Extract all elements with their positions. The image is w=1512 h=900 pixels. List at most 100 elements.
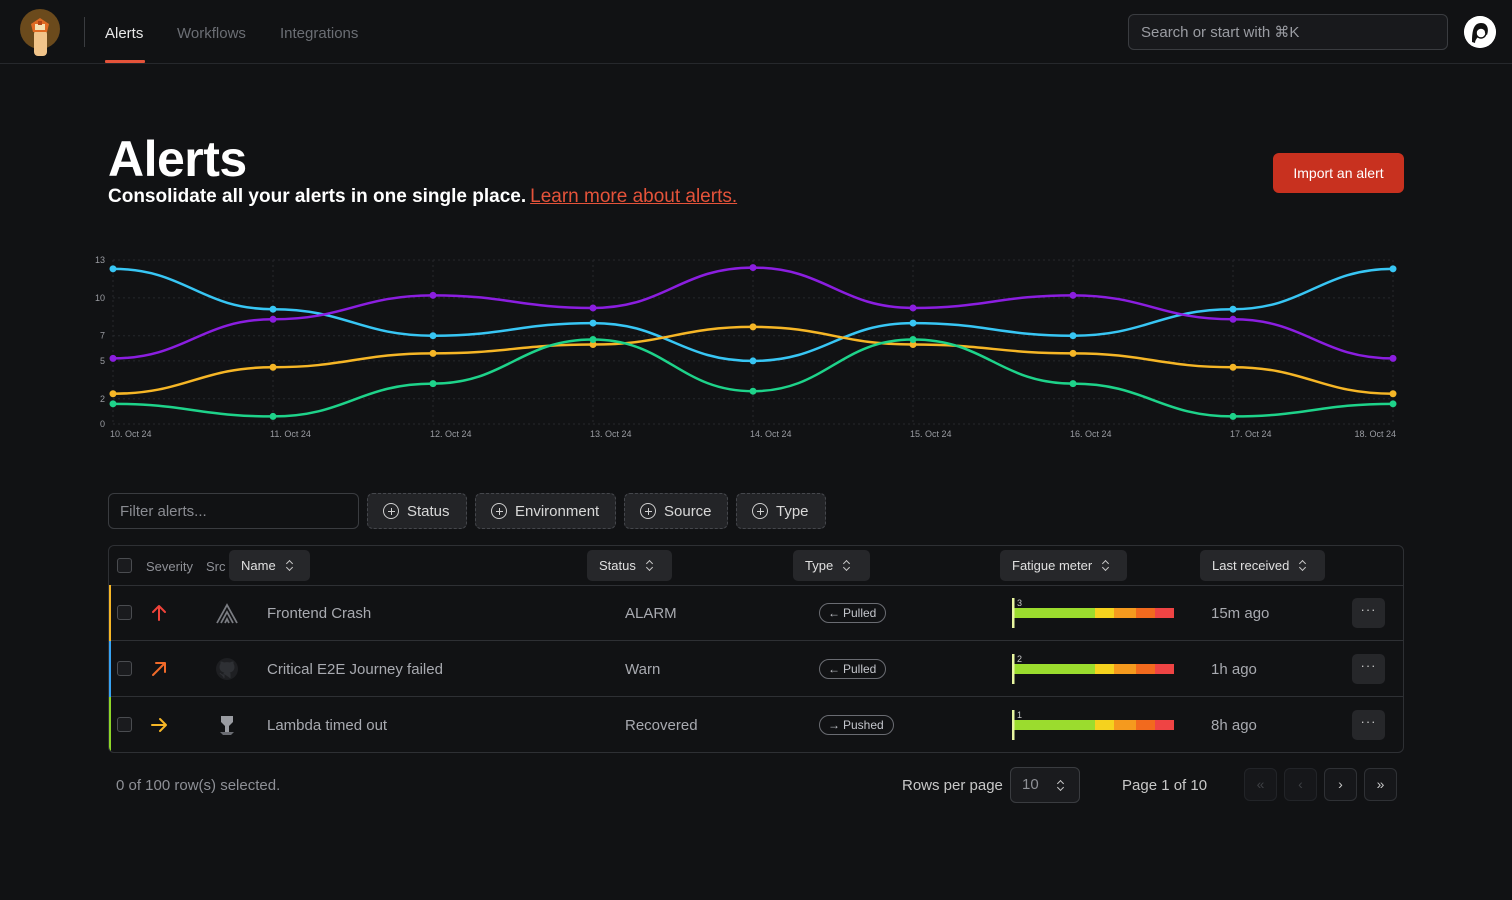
- data-point: [269, 363, 277, 371]
- row-checkbox[interactable]: [117, 717, 132, 732]
- data-point: [429, 332, 437, 340]
- y-tick-label: 2: [100, 394, 105, 404]
- alert-name[interactable]: Frontend Crash: [267, 605, 372, 622]
- sentry-icon: [216, 603, 238, 624]
- severity-indicator: [109, 697, 111, 752]
- rows-per-page-value: 10: [1022, 776, 1039, 793]
- name-sort-button[interactable]: Name: [229, 550, 310, 581]
- fatigue-segment: [1014, 664, 1095, 674]
- fatigue-segment: [1114, 720, 1136, 730]
- page-title: Alerts: [108, 131, 247, 187]
- filter-alerts-input[interactable]: [108, 493, 359, 529]
- data-point: [749, 264, 757, 272]
- data-point: [269, 412, 277, 420]
- arrow-up-icon: [152, 605, 166, 621]
- x-tick-label: 13. Oct 24: [590, 429, 632, 439]
- arrow-left-icon: ←: [828, 662, 840, 676]
- fatigue-segment: [1095, 608, 1114, 618]
- row-actions-button[interactable]: ···: [1352, 654, 1385, 684]
- select-all-checkbox[interactable]: [117, 558, 132, 573]
- status-header-label: Status: [599, 558, 636, 573]
- fatigue-segment: [1136, 664, 1155, 674]
- learn-more-link[interactable]: Learn more about alerts.: [530, 186, 738, 207]
- alert-status: Warn: [625, 661, 661, 678]
- nav-divider: [84, 17, 85, 47]
- alert-name[interactable]: Critical E2E Journey failed: [267, 661, 443, 678]
- keep-logo-icon[interactable]: [19, 8, 61, 56]
- type-badge: → Pushed: [819, 715, 894, 735]
- data-point: [429, 291, 437, 299]
- data-point: [1069, 380, 1077, 388]
- alert-name[interactable]: Lambda timed out: [267, 717, 388, 734]
- severity-indicator: [109, 585, 111, 641]
- fatigue-level: 2: [1017, 654, 1022, 664]
- fatigue-segment: [1114, 608, 1136, 618]
- status-filter-button[interactable]: Status: [367, 493, 467, 529]
- fatigue-segment: [1095, 664, 1114, 674]
- search-input[interactable]: [1128, 14, 1448, 50]
- arrow-left-icon: ←: [828, 606, 840, 620]
- last-received: 8h ago: [1211, 717, 1257, 734]
- environment-filter-button[interactable]: Environment: [475, 493, 616, 529]
- last-received-sort-button[interactable]: Last received: [1200, 550, 1325, 581]
- environment-filter-label: Environment: [515, 502, 600, 520]
- table-row[interactable]: Lambda timed out Recovered → Pushed 1 8h …: [109, 697, 1403, 752]
- table-row[interactable]: Frontend Crash ALARM ← Pulled 3 15m ago ·…: [109, 585, 1403, 641]
- data-point: [909, 335, 917, 343]
- data-point: [269, 315, 277, 323]
- x-tick-label: 16. Oct 24: [1070, 429, 1112, 439]
- sort-icon: [286, 560, 293, 571]
- last-received-header-label: Last received: [1212, 558, 1290, 573]
- plus-circle-icon: [752, 503, 768, 519]
- tab-integrations[interactable]: Integrations: [280, 25, 359, 42]
- fatigue-segment: [1014, 720, 1095, 730]
- page-subtitle: Consolidate all your alerts in one singl…: [108, 186, 737, 208]
- plus-circle-icon: [383, 503, 399, 519]
- src-header: Src: [206, 559, 226, 574]
- tab-workflows[interactable]: Workflows: [177, 25, 246, 42]
- fatigue-meter: 2: [1012, 654, 1174, 684]
- data-point: [749, 387, 757, 395]
- fatigue-segment: [1155, 664, 1174, 674]
- fatigue-segment: [1114, 664, 1136, 674]
- data-point: [589, 319, 597, 327]
- data-point: [1069, 349, 1077, 357]
- tab-alerts[interactable]: Alerts: [105, 25, 144, 42]
- type-label: Pushed: [843, 718, 884, 732]
- data-point: [1069, 291, 1077, 299]
- row-actions-button[interactable]: ···: [1352, 598, 1385, 628]
- last-page-button[interactable]: »: [1364, 768, 1397, 801]
- previous-page-button[interactable]: ‹: [1284, 768, 1317, 801]
- x-tick-label: 17. Oct 24: [1230, 429, 1272, 439]
- aws-lambda-icon: [220, 716, 234, 735]
- table-row[interactable]: Critical E2E Journey failed Warn ← Pulled…: [109, 641, 1403, 697]
- row-checkbox[interactable]: [117, 661, 132, 676]
- row-actions-button[interactable]: ···: [1352, 710, 1385, 740]
- rows-per-page-select[interactable]: 10: [1010, 767, 1080, 803]
- fatigue-sort-button[interactable]: Fatigue meter: [1000, 550, 1127, 581]
- fatigue-marker: [1012, 598, 1015, 628]
- avatar-icon: [1464, 16, 1496, 48]
- type-sort-button[interactable]: Type: [793, 550, 870, 581]
- data-point: [1229, 305, 1237, 313]
- data-point: [749, 323, 757, 331]
- status-sort-button[interactable]: Status: [587, 550, 672, 581]
- data-point: [429, 380, 437, 388]
- data-point: [109, 390, 117, 398]
- next-page-button[interactable]: ›: [1324, 768, 1357, 801]
- user-avatar[interactable]: [1464, 16, 1496, 48]
- data-point: [1229, 363, 1237, 371]
- source-filter-button[interactable]: Source: [624, 493, 728, 529]
- source-filter-label: Source: [664, 502, 712, 520]
- first-page-button[interactable]: «: [1244, 768, 1277, 801]
- type-filter-button[interactable]: Type: [736, 493, 826, 529]
- selection-count: 0 of 100 row(s) selected.: [116, 777, 281, 794]
- arrow-up-right-icon: [152, 662, 166, 676]
- table-header: Severity Src Name Status Type Fatigue me…: [109, 546, 1403, 586]
- y-tick-label: 7: [100, 331, 105, 341]
- fatigue-segment: [1136, 720, 1155, 730]
- row-checkbox[interactable]: [117, 605, 132, 620]
- fatigue-level: 3: [1017, 598, 1022, 608]
- severity-indicator: [109, 641, 111, 697]
- import-alert-button[interactable]: Import an alert: [1273, 153, 1404, 193]
